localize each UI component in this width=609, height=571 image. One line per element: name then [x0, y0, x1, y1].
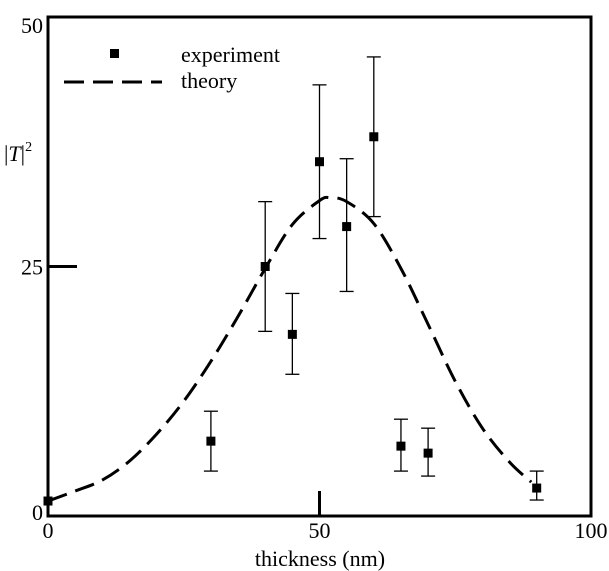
- point-marker: [342, 222, 352, 232]
- theory-series: [47, 195, 533, 503]
- point-marker: [287, 329, 297, 339]
- legend-experiment-label: experiment: [181, 42, 280, 67]
- data-point: [366, 56, 381, 218]
- point-marker: [532, 483, 542, 493]
- legend: experiment theory: [64, 42, 280, 93]
- data-point: [203, 410, 218, 472]
- data-point: [43, 496, 53, 506]
- point-marker: [315, 157, 324, 167]
- y-tick-label: 25: [21, 255, 43, 280]
- point-marker: [206, 436, 216, 446]
- data-point: [339, 158, 354, 293]
- x-tick-label: 0: [43, 518, 54, 543]
- point-marker: [423, 448, 433, 458]
- point-marker: [43, 496, 53, 506]
- data-point: [393, 418, 408, 472]
- point-marker: [369, 132, 379, 142]
- data-point: [312, 84, 327, 240]
- data-point: [421, 427, 436, 477]
- x-axis-label: thickness (nm): [255, 546, 385, 571]
- point-marker: [260, 262, 270, 271]
- x-tick-label: 100: [575, 518, 608, 543]
- point-marker: [396, 441, 406, 451]
- experiment-series: [43, 56, 544, 506]
- legend-experiment-marker: [110, 49, 119, 58]
- x-tick-label: 50: [309, 518, 331, 543]
- data-point: [258, 200, 273, 333]
- data-point: [285, 292, 300, 375]
- axis-ticks: 0 50 100 0 25 50: [21, 13, 608, 543]
- y-tick-label: 0: [32, 500, 43, 525]
- y-tick-label: 50: [21, 13, 43, 38]
- y-axis-label: |T|2: [4, 140, 32, 166]
- theory-curve: [47, 195, 533, 503]
- data-point: [529, 470, 544, 501]
- legend-theory-label: theory: [181, 68, 237, 93]
